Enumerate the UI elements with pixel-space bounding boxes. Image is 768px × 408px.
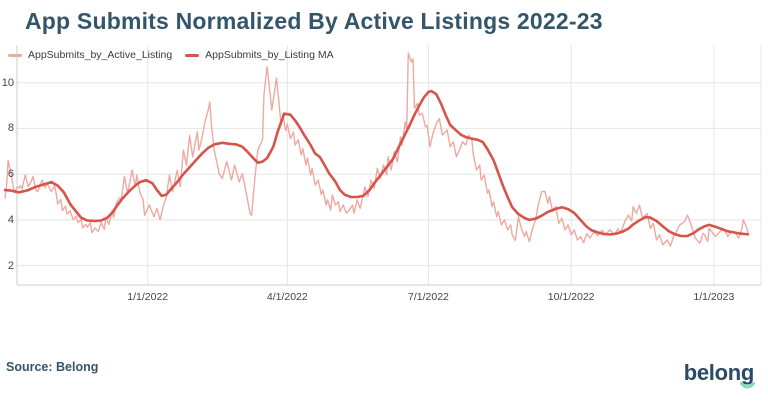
series-line-AppSubmits_by_Active_Listing bbox=[4, 52, 749, 247]
brand-logo: belong bbox=[683, 360, 755, 389]
chart-legend: AppSubmits_by_Active_Listing AppSubmits_… bbox=[8, 49, 347, 61]
brand-logo-g: g bbox=[739, 360, 755, 389]
legend-label: AppSubmits_by_Active_Listing bbox=[28, 49, 173, 61]
series-line-AppSubmits_by_Listing MA bbox=[3, 89, 750, 238]
y-tick-label: 4 bbox=[7, 213, 14, 226]
chart-plot-area bbox=[3, 45, 762, 286]
chart-canvas: 2 4 6 8 10 1/1/2022 4/1/2022 7/1/2022 10/1/2022 1… bbox=[1, 45, 762, 303]
x-tick-label: 7/1/2022 bbox=[408, 291, 449, 303]
y-tick-label: 2 bbox=[7, 259, 14, 272]
source-label: Source: Belong bbox=[6, 360, 99, 374]
y-tick-label: 8 bbox=[7, 122, 14, 135]
legend-item-ma-series[interactable]: AppSubmits_by_Listing MA bbox=[185, 49, 334, 61]
x-tick-label: 4/1/2022 bbox=[266, 291, 308, 303]
x-tick-label: 10/1/2022 bbox=[547, 291, 595, 303]
brand-logo-text-start: belon bbox=[683, 360, 741, 385]
ma-series-swatch-icon bbox=[185, 53, 200, 57]
x-tick-label: 1/1/2022 bbox=[127, 291, 169, 303]
legend-label: AppSubmits_by_Listing MA bbox=[205, 49, 334, 61]
x-tick-label: 1/1/2023 bbox=[693, 291, 735, 303]
brand-smile-icon bbox=[739, 382, 755, 389]
legend-item-raw-series[interactable]: AppSubmits_by_Active_Listing bbox=[8, 49, 172, 61]
y-tick-label: 6 bbox=[7, 168, 14, 181]
y-tick-label: 10 bbox=[1, 76, 14, 89]
raw-series-swatch-icon bbox=[8, 53, 22, 57]
chart-title: App Submits Normalized By Active Listing… bbox=[25, 8, 603, 34]
